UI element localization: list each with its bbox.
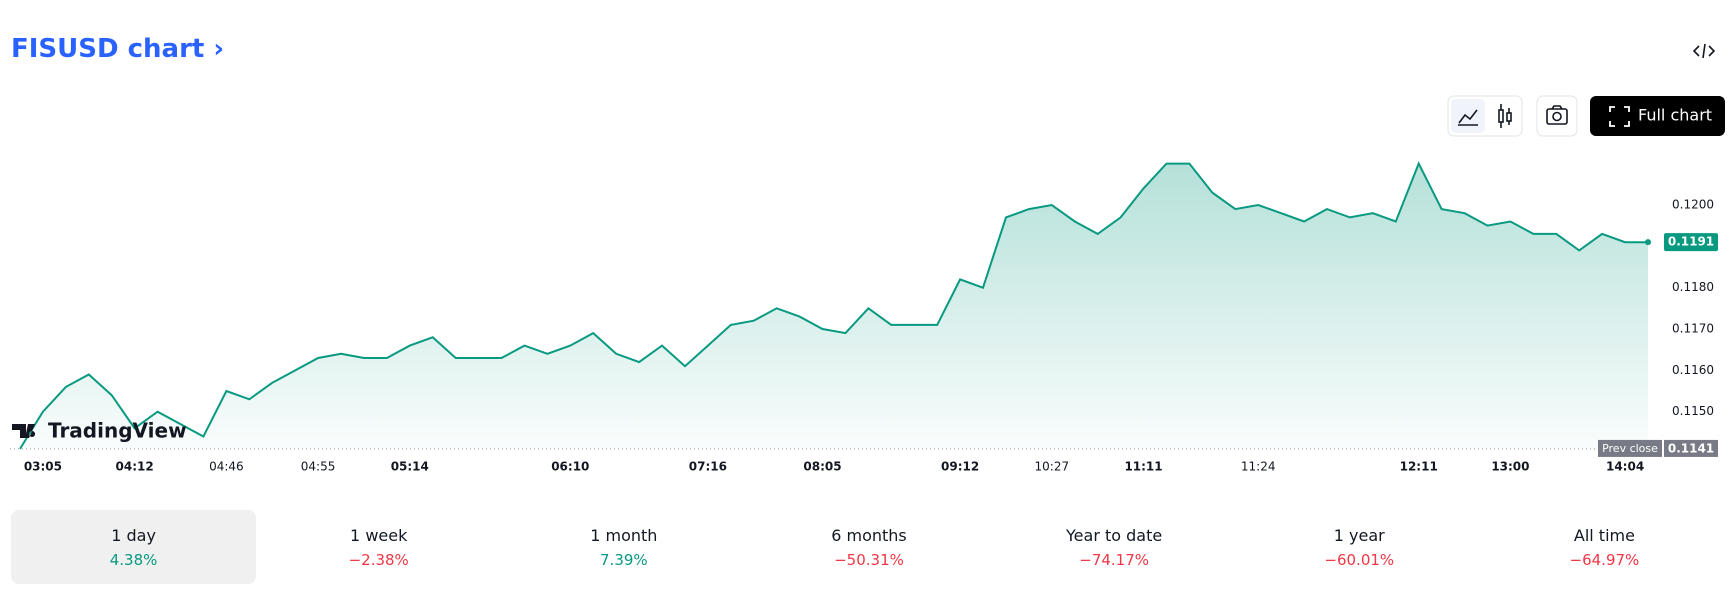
x-tick-label: 04:12 [116,460,154,474]
period-label: 6 months [831,525,907,545]
period-tab[interactable]: 1 day 4.38% [11,510,257,584]
x-tick-label: 08:05 [803,460,841,474]
logo-mark [12,424,36,438]
period-change: −74.17% [1079,550,1150,569]
period-tab[interactable]: 6 months −50.31% [746,510,991,584]
area [20,163,1648,451]
period-label: 1 day [111,525,156,545]
last-point [1645,239,1651,246]
period-label: Year to date [1066,525,1163,545]
last-value-badge [1664,233,1718,252]
y-tick-label: 0.1170 [1672,322,1714,336]
candle-button[interactable] [1498,104,1512,128]
x-tick-label: 04:55 [301,460,336,474]
x-tick-label: 11:11 [1124,460,1162,474]
period-change: −64.97% [1569,550,1640,569]
prev-close-badge [1664,439,1718,457]
period-label: 1 year [1333,525,1385,545]
x-tick-label: 09:12 [941,460,979,474]
title-text[interactable]: FISUSD chart [11,34,205,64]
prev-close-name: Prev close [1602,442,1658,455]
period-label: All time [1573,525,1635,545]
period-tab[interactable]: 1 month 7.39% [501,510,746,584]
price-line [19,161,1648,450]
y-tick-label: 0.1150 [1672,404,1714,418]
line-style-button[interactable] [1451,99,1485,133]
full-chart-label[interactable]: Full chart [1638,106,1712,125]
last-value-label: 0.1191 [1668,235,1714,249]
period-change: −50.31% [834,550,904,569]
x-tick-label: 04:46 [209,460,244,474]
x-tick-label: 10:27 [1035,460,1070,474]
x-tick-label: 05:14 [391,460,429,474]
x-tick-label: 03:05 [24,460,62,474]
period-tab[interactable]: All time −64.97% [1482,510,1727,584]
period-tab[interactable]: Year to date −74.17% [992,510,1237,584]
x-tick-label: 06:10 [551,460,589,474]
period-tab[interactable]: 1 year −60.01% [1237,510,1482,584]
period-label: 1 month [590,525,658,545]
period-change: 4.38% [109,550,158,569]
period-label: 1 week [350,525,408,545]
x-tick-label: 12:11 [1400,460,1438,474]
chart: Full chart 0.1150 0.1160 0.1170 0.1180 0.120… [10,43,1725,474]
full-chart-button[interactable] [1590,96,1725,136]
y-tick-label: 0.1200 [1672,197,1714,211]
period-change: −2.38% [348,550,409,569]
camera-icon [1546,105,1568,125]
logo-text: TradingView [48,419,187,443]
period-change: 7.39% [600,550,648,569]
snapshot-button[interactable] [1536,95,1578,137]
y-tick-label: 0.1180 [1672,280,1714,294]
prev-close-label: 0.1141 [1668,441,1714,455]
chart-title[interactable]: FISUSD chart › [11,34,225,64]
x-tick-label: 11:24 [1241,460,1276,474]
expand-icon [1609,106,1630,127]
period-change: −60.01% [1324,550,1395,569]
x-tick-label: 07:16 [689,460,727,474]
x-tick-label: 13:00 [1491,460,1529,474]
x-tick-label: 14:04 [1606,460,1644,474]
line-icon [1458,109,1478,126]
y-tick-label: 0.1160 [1672,363,1714,377]
period-tab[interactable]: 1 week −2.38% [256,510,501,584]
prev-close-tag [1598,439,1662,457]
embed-icon[interactable] [1692,43,1716,59]
period-tabs: 1 day 4.38% 1 week −2.38% 1 month 7.39% 6 mont… [11,510,1727,584]
